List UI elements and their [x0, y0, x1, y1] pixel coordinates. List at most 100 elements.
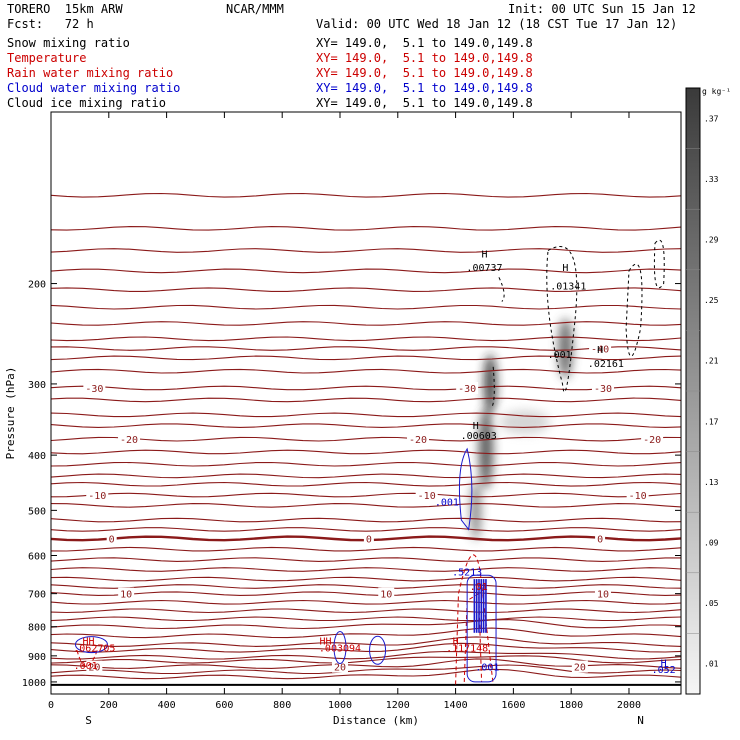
- temperature-contour: [50, 368, 682, 374]
- colorbar-label: .17: [704, 417, 719, 426]
- temperature-label: 20: [574, 663, 586, 674]
- colorbar-label: .09: [704, 539, 719, 548]
- contour-annotation: .117148: [446, 644, 488, 655]
- temperature-contour: [50, 608, 682, 614]
- model-title: TORERO 15km ARW: [7, 2, 123, 16]
- colorbar-unit: g kg⁻¹: [702, 87, 731, 96]
- snow-plume-lower: [470, 480, 481, 541]
- temperature-label-bg: [594, 587, 611, 600]
- x-tick-label: 800: [273, 700, 291, 711]
- cloud-ice-cell: [498, 277, 505, 302]
- cloud-water-column: [466, 574, 497, 683]
- contour-annotation: H: [473, 421, 479, 432]
- y-tick-label: 300: [28, 380, 46, 391]
- cloud-water-cell: [333, 630, 347, 664]
- temperature-label: -20: [120, 435, 138, 446]
- x-tick-label: 1800: [559, 700, 583, 711]
- temperature-contour: [50, 503, 682, 508]
- temperature-contour: [50, 650, 682, 660]
- temperature-label: -10: [418, 491, 436, 502]
- cloud-ice-cell: [625, 263, 643, 357]
- cloud-ice-contours: [491, 239, 665, 408]
- y-tick-label: 800: [28, 623, 46, 634]
- temperature-contour: [50, 397, 682, 403]
- contour-annotation: HH: [83, 637, 95, 648]
- snow-cell-right: [558, 318, 573, 379]
- temperature-contour: [50, 449, 682, 455]
- contour-annotation: .001: [548, 350, 572, 361]
- x-axis-title: Distance (km): [333, 714, 419, 727]
- cloud-water-cell: [369, 635, 387, 665]
- field-cloudwater-xy: XY= 149.0, 5.1 to 149.0,149.8: [316, 81, 533, 95]
- temperature-label: 0: [366, 534, 372, 545]
- temperature-contour: [50, 321, 682, 326]
- field-snow-name: Snow mixing ratio: [7, 36, 130, 50]
- y-tick-label: 900: [28, 652, 46, 663]
- temperature-label-bg: [378, 587, 395, 600]
- contour-annotation: H: [661, 659, 667, 670]
- contour-annotation: .00603: [461, 431, 497, 442]
- temperature-contour: [50, 627, 682, 639]
- temperature-label: -40: [591, 345, 609, 356]
- temperature-label: 20: [334, 663, 346, 674]
- temperature-contour: [50, 192, 682, 198]
- temperature-contour: [50, 546, 682, 552]
- temperature-contour: [50, 385, 682, 391]
- temperature-contour: [50, 287, 682, 292]
- temperature-contour: [50, 619, 682, 630]
- colorbar-label: .29: [704, 236, 719, 245]
- temperature-label: -20: [643, 435, 661, 446]
- contour-annotation: .001: [475, 663, 499, 674]
- contour-annotation: .01341: [550, 282, 586, 293]
- contour-annotation: .02161: [588, 359, 624, 370]
- field-cloudwater-name: Cloud water mixing ratio: [7, 81, 181, 95]
- temperature-contour: [50, 423, 682, 428]
- temperature-label: 20: [88, 663, 100, 674]
- valid-time: Valid: 00 UTC Wed 18 Jan 12 (18 CST Tue …: [316, 17, 678, 31]
- temperature-label-bg: [118, 587, 135, 600]
- contour-annotation: H: [562, 263, 568, 274]
- contour-annotation: .001: [435, 497, 459, 508]
- x-tick-label: 1200: [386, 700, 410, 711]
- colorbar-label: .37: [704, 114, 719, 123]
- temperature-label-bg: [626, 489, 649, 502]
- cloud-ice-cell: [546, 246, 578, 393]
- y-tick-label: 1000: [22, 678, 46, 689]
- temperature-label-bg: [595, 532, 606, 545]
- temperature-contour: [50, 346, 682, 351]
- init-time: Init: 00 UTC Sun 15 Jan 12: [508, 2, 696, 16]
- temperature-contour: [50, 576, 682, 582]
- temperature-contour: [50, 557, 681, 562]
- org-label: NCAR/MMM: [226, 2, 284, 16]
- temperature-contour: [50, 336, 682, 342]
- temperature-contour: [50, 599, 682, 605]
- x-tick-label: 1400: [444, 700, 468, 711]
- temperature-label: -30: [594, 384, 612, 395]
- temperature-contour: [50, 567, 682, 572]
- snow-plume-upper: [484, 353, 497, 414]
- temperature-label-bg: [83, 382, 106, 395]
- temperature-label-bg: [86, 489, 109, 502]
- y-tick-label: 500: [28, 506, 46, 517]
- contour-annotation: .00737: [466, 263, 502, 274]
- temperature-label-bg: [363, 532, 374, 545]
- temperature-contours: 20 20 20 10 10 10 0 0 0 -10 -10 -10 -20 -20 -20 -30 -30 -…: [50, 192, 682, 680]
- x-tick-label: 1000: [328, 700, 352, 711]
- field-cloudice-xy: XY= 149.0, 5.1 to 149.0,149.8: [316, 96, 533, 110]
- temperature-label: 10: [380, 590, 392, 601]
- cloud-ice-cell: [491, 366, 495, 408]
- y-tick-label: 600: [28, 551, 46, 562]
- x-end-label-left: S: [85, 714, 92, 727]
- contour-annotation: .052: [652, 665, 676, 676]
- temperature-contour: [50, 481, 682, 487]
- temperature-label-bg: [415, 489, 438, 502]
- contour-annotation: H: [453, 637, 459, 648]
- temperature-label: -30: [85, 384, 103, 395]
- y-axis-title: Pressure (hPa): [4, 367, 17, 460]
- temperature-label: 0: [597, 534, 603, 545]
- temperature-label: -30: [458, 384, 476, 395]
- temperature-contour: [50, 668, 682, 680]
- temperature-contour: [50, 248, 682, 253]
- contour-annotation: .003094: [319, 644, 361, 655]
